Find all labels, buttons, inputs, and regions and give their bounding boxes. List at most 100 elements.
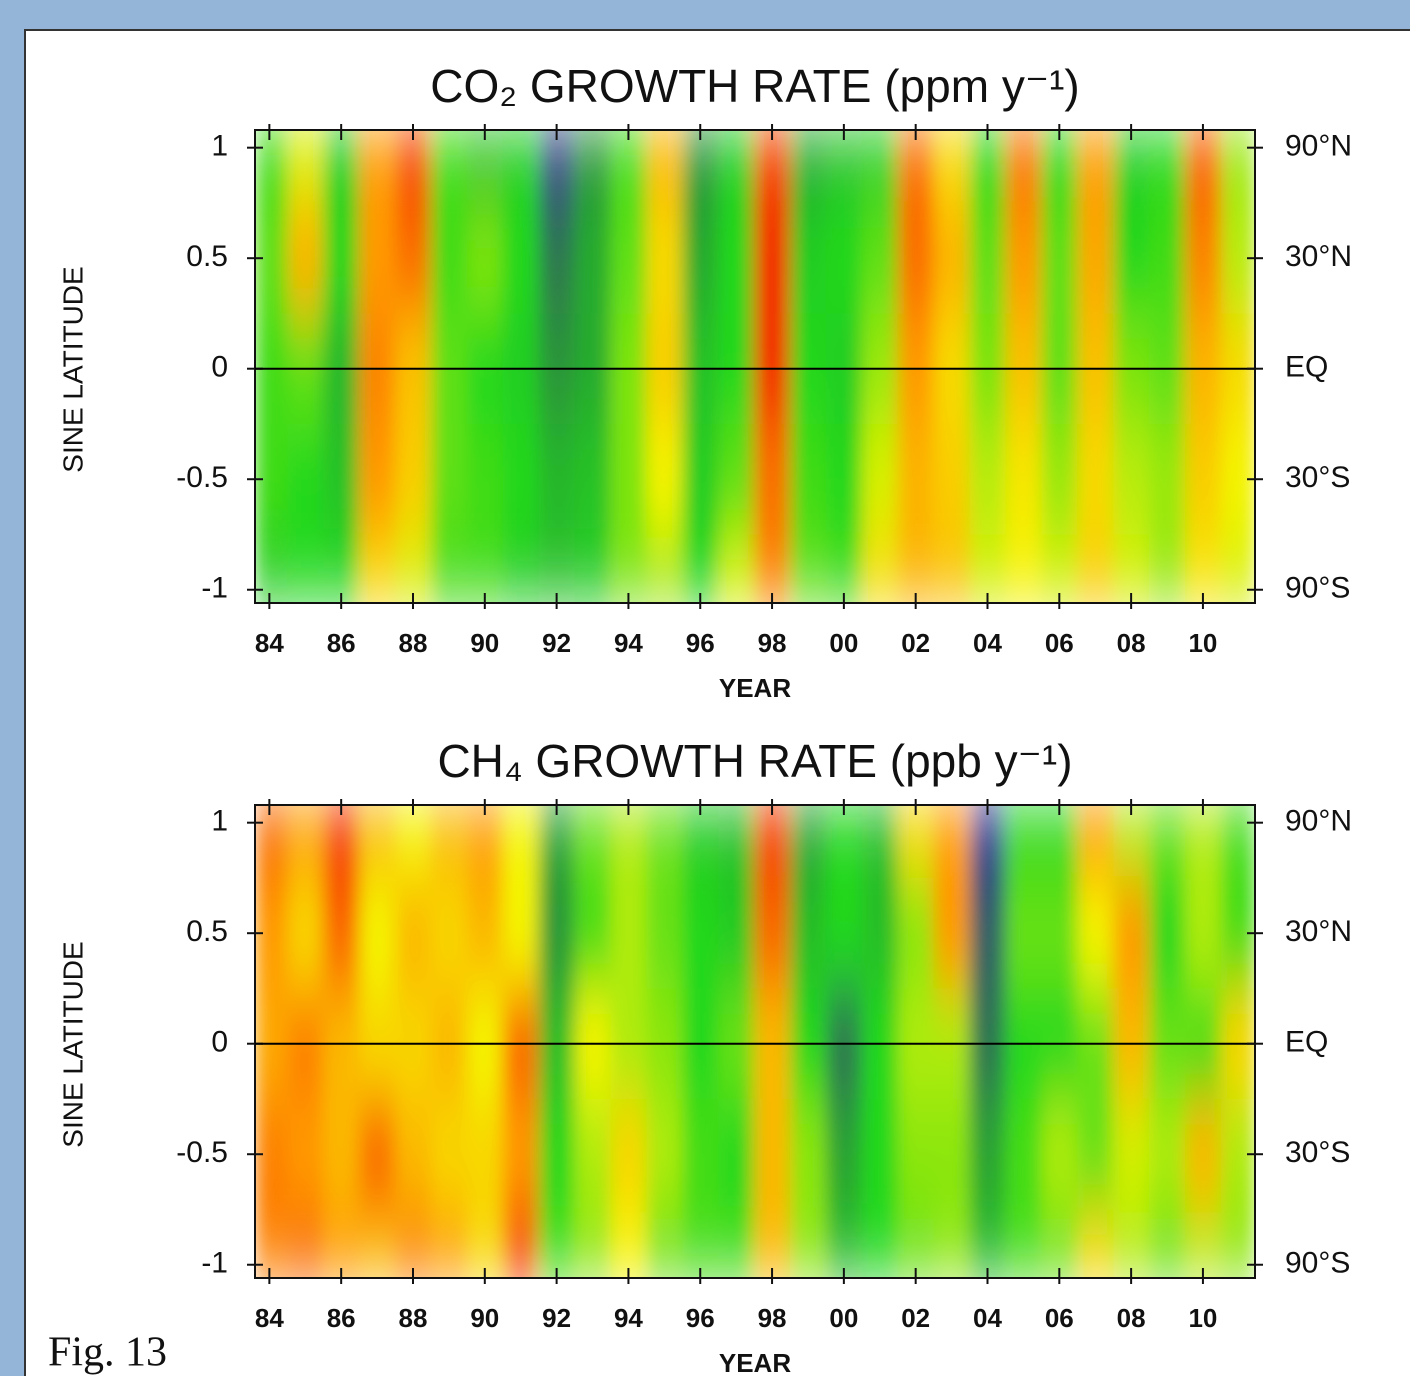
y-tick-label: 0 bbox=[211, 351, 228, 384]
cell bbox=[574, 1098, 611, 1210]
cell bbox=[574, 805, 611, 879]
cell bbox=[825, 805, 863, 879]
cell bbox=[502, 877, 540, 989]
cell bbox=[861, 534, 899, 603]
cell bbox=[1041, 877, 1078, 989]
cell bbox=[646, 877, 683, 989]
cell bbox=[287, 202, 324, 314]
cell bbox=[395, 1209, 432, 1278]
cell bbox=[610, 534, 647, 603]
cell bbox=[790, 1098, 827, 1210]
chart-title: CO₂ GROWTH RATE (ppm y⁻¹) bbox=[430, 60, 1079, 112]
cell bbox=[790, 130, 827, 204]
cell bbox=[933, 877, 971, 989]
cell bbox=[825, 534, 863, 603]
cell bbox=[359, 202, 396, 314]
cell bbox=[897, 202, 935, 314]
cell bbox=[466, 202, 504, 314]
cell bbox=[790, 877, 827, 989]
x-tick-label: 04 bbox=[973, 1303, 1002, 1333]
x-tick-label: 08 bbox=[1117, 628, 1146, 658]
cell bbox=[255, 130, 288, 204]
cell bbox=[395, 130, 432, 204]
cell bbox=[395, 805, 432, 879]
cell bbox=[825, 1098, 863, 1210]
cell bbox=[502, 423, 540, 535]
x-tick-label: 84 bbox=[255, 1303, 284, 1333]
cell bbox=[897, 1098, 935, 1210]
cell bbox=[430, 1209, 468, 1278]
cell bbox=[718, 534, 755, 603]
cell bbox=[430, 534, 468, 603]
cell bbox=[1149, 423, 1186, 535]
cell bbox=[610, 1209, 647, 1278]
cell bbox=[323, 423, 360, 535]
cell bbox=[682, 1098, 719, 1210]
cell bbox=[1077, 1209, 1114, 1278]
cell bbox=[825, 130, 863, 204]
cell bbox=[1005, 877, 1042, 989]
cell bbox=[1077, 130, 1114, 204]
cell bbox=[466, 1209, 504, 1278]
cell bbox=[502, 1098, 540, 1210]
cell bbox=[1184, 534, 1222, 603]
cell bbox=[466, 130, 504, 204]
cell bbox=[825, 423, 863, 535]
cell bbox=[682, 877, 719, 989]
cell bbox=[287, 423, 324, 535]
cell bbox=[359, 130, 396, 204]
cell bbox=[1113, 1098, 1150, 1210]
x-axis-label: YEAR bbox=[719, 1348, 791, 1376]
y2-tick-label: 30°S bbox=[1285, 461, 1350, 494]
caption: Fig. 13 bbox=[48, 1330, 167, 1376]
cell bbox=[574, 534, 611, 603]
plot-frame bbox=[254, 129, 1256, 604]
cell bbox=[395, 877, 432, 989]
cell bbox=[646, 805, 683, 879]
cell bbox=[1005, 130, 1042, 204]
y2-tick-label: EQ bbox=[1285, 351, 1328, 384]
cell bbox=[969, 1209, 1006, 1278]
cell bbox=[1005, 423, 1042, 535]
y-tick-label: -1 bbox=[201, 1247, 228, 1280]
cell bbox=[574, 1209, 611, 1278]
cell bbox=[538, 423, 576, 535]
cell bbox=[1149, 1098, 1186, 1210]
cell bbox=[969, 130, 1006, 204]
x-tick-label: 98 bbox=[758, 628, 787, 658]
cell bbox=[538, 202, 576, 314]
cell bbox=[1184, 202, 1222, 314]
cell bbox=[430, 130, 468, 204]
cell bbox=[861, 423, 899, 535]
cell bbox=[255, 805, 288, 879]
cell bbox=[682, 1209, 719, 1278]
cell bbox=[610, 202, 647, 314]
cell bbox=[466, 534, 504, 603]
cell bbox=[1113, 877, 1150, 989]
cell bbox=[1041, 805, 1078, 879]
y2-tick-label: 90°S bbox=[1285, 572, 1350, 605]
cell bbox=[897, 877, 935, 989]
cell bbox=[790, 534, 827, 603]
cell bbox=[502, 805, 540, 879]
heatmap bbox=[255, 130, 1255, 603]
cell bbox=[754, 534, 791, 603]
x-tick-label: 10 bbox=[1188, 628, 1217, 658]
cell bbox=[1077, 1098, 1114, 1210]
cell bbox=[287, 1098, 324, 1210]
cell bbox=[323, 534, 360, 603]
cell bbox=[682, 202, 719, 314]
cell bbox=[1113, 534, 1150, 603]
x-tick-label: 96 bbox=[686, 628, 715, 658]
cell bbox=[430, 1098, 468, 1210]
cell bbox=[1113, 202, 1150, 314]
cell bbox=[754, 1098, 791, 1210]
cell bbox=[718, 877, 755, 989]
x-axis-label: YEAR bbox=[719, 673, 791, 703]
x-tick-label: 92 bbox=[542, 628, 571, 658]
cell bbox=[287, 1209, 324, 1278]
cell bbox=[646, 1098, 683, 1210]
x-tick-label: 06 bbox=[1045, 628, 1074, 658]
cell bbox=[861, 130, 899, 204]
